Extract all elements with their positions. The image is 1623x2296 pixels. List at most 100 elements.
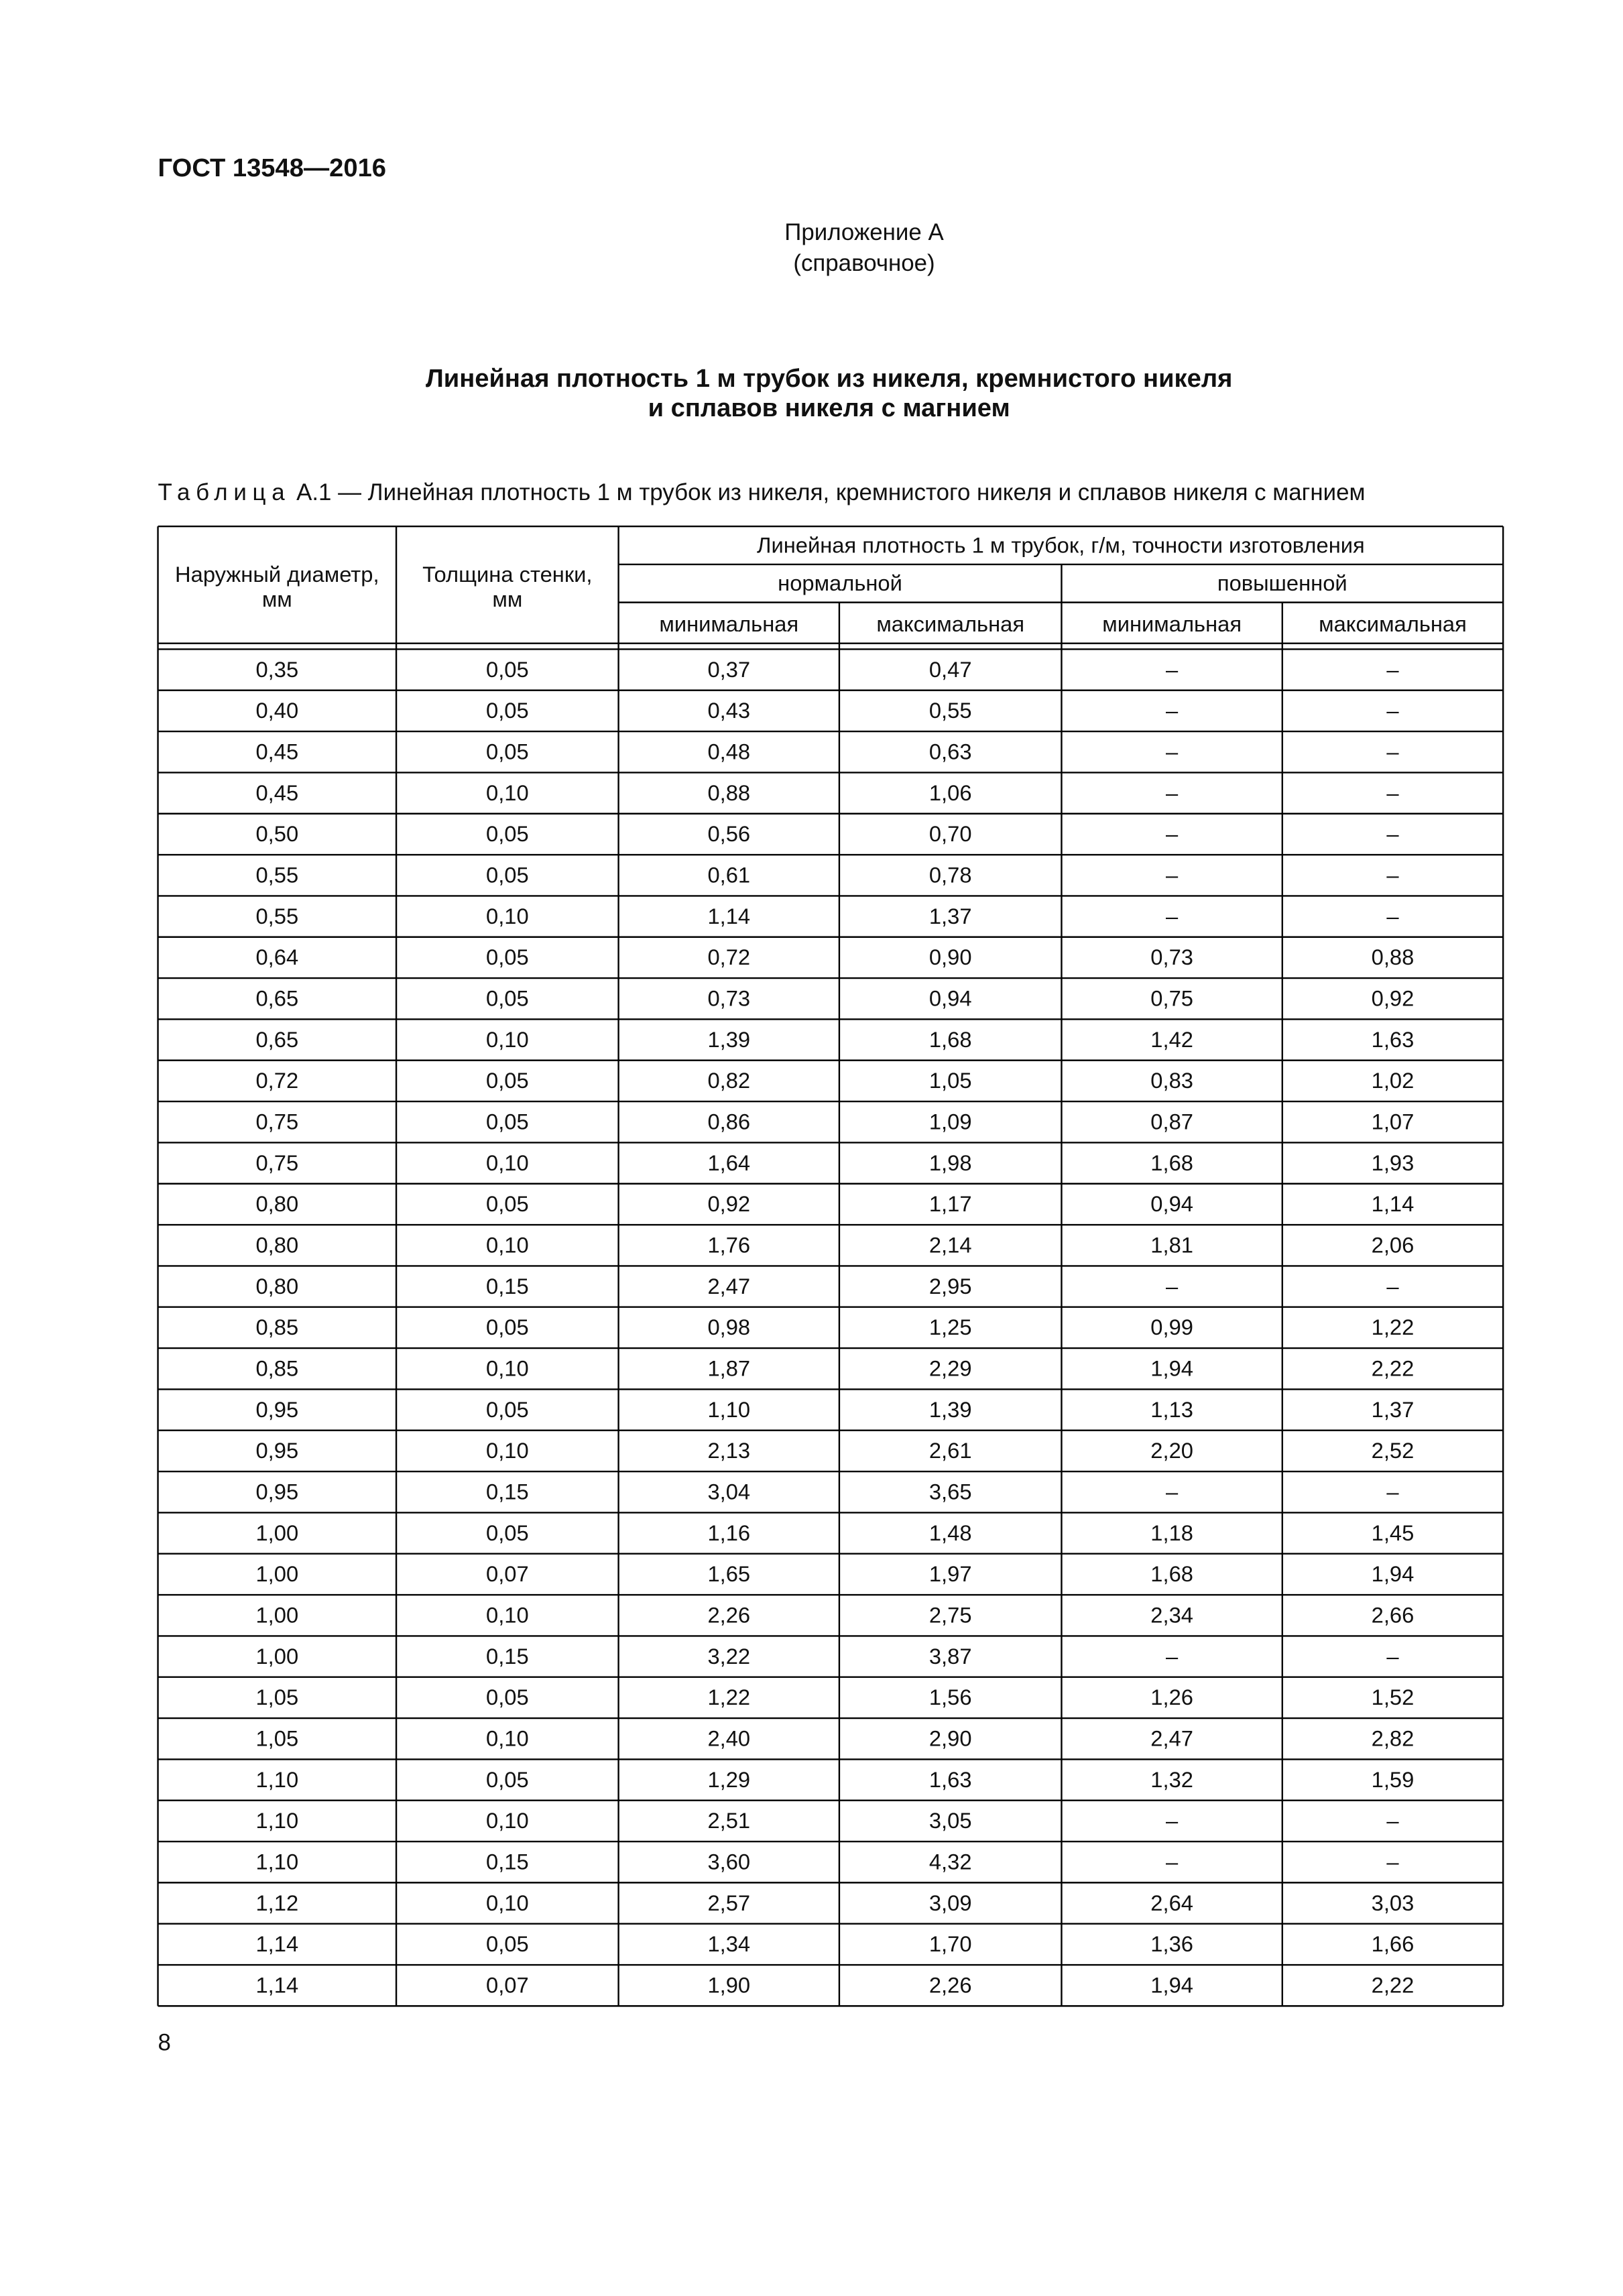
table-cell: 0,10: [486, 1603, 529, 1628]
table-cell: 3,05: [929, 1808, 972, 1833]
table-cell: 1,98: [929, 1150, 972, 1175]
table-cell: 0,70: [929, 821, 972, 846]
table-cell: 1,14: [1372, 1191, 1415, 1216]
table-cell: 2,22: [1372, 1973, 1415, 1998]
table-cell: 1,14: [255, 1973, 298, 1998]
table-cell: 0,05: [486, 1191, 529, 1216]
table-cell: 1,26: [1150, 1685, 1193, 1709]
column-header: максимальная: [876, 611, 1024, 636]
table-cell: 0,47: [929, 657, 972, 682]
table-cell: 1,10: [707, 1397, 750, 1422]
caption-text: А.1 — Линейная плотность 1 м трубок из н…: [296, 479, 1365, 505]
table-cell: 1,18: [1150, 1520, 1193, 1545]
table-cell: 1,94: [1150, 1973, 1193, 1998]
table-cell: 2,06: [1372, 1233, 1415, 1258]
column-header: мм: [492, 587, 522, 611]
table-cell: 0,05: [486, 821, 529, 846]
table-cell: 1,68: [929, 1027, 972, 1052]
table-cell: 0,10: [486, 1027, 529, 1052]
table-cell: –: [1386, 739, 1399, 764]
table-cell: –: [1166, 1850, 1179, 1874]
table-cell: 0,05: [486, 739, 529, 764]
table-cell: 1,05: [929, 1068, 972, 1093]
table-cell: 0,05: [486, 657, 529, 682]
column-header: Толщина стенки,: [422, 562, 592, 587]
table-cell: 3,87: [929, 1644, 972, 1669]
table-cell: 1,00: [255, 1603, 298, 1628]
table-cell: 1,39: [929, 1397, 972, 1422]
table-cell: 0,65: [255, 986, 298, 1011]
table-cell: 0,05: [486, 986, 529, 1011]
table-cell: 1,37: [929, 904, 972, 928]
table-cell: 0,95: [255, 1438, 298, 1463]
table-cell: 0,73: [1150, 945, 1193, 969]
table-cell: 0,98: [707, 1315, 750, 1339]
table-cell: 1,66: [1372, 1931, 1415, 1956]
table-cell: 0,80: [255, 1233, 298, 1258]
table-cell: 1,68: [1150, 1561, 1193, 1586]
table-cell: 0,10: [486, 1726, 529, 1751]
table-cell: –: [1166, 739, 1179, 764]
table-cell: 0,88: [707, 780, 750, 805]
table-cell: 1,76: [707, 1233, 750, 1258]
table-cell: –: [1166, 863, 1179, 888]
table-cell: 1,52: [1372, 1685, 1415, 1709]
table-cell: 1,02: [1372, 1068, 1415, 1093]
table-cell: 0,95: [255, 1397, 298, 1422]
table-cell: –: [1386, 1808, 1399, 1833]
table-cell: –: [1166, 1274, 1179, 1298]
table-cell: –: [1166, 904, 1179, 928]
table-cell: 2,22: [1372, 1356, 1415, 1381]
table-cell: 0,88: [1372, 945, 1415, 969]
table-cell: 2,90: [929, 1726, 972, 1751]
table-cell: 0,72: [707, 945, 750, 969]
table-cell: 0,05: [486, 1068, 529, 1093]
table-cell: 1,16: [707, 1520, 750, 1545]
page-number: 8: [158, 2029, 171, 2055]
table-cell: 2,57: [707, 1890, 750, 1915]
table-cell: 1,64: [707, 1150, 750, 1175]
table-cell: 0,10: [486, 1890, 529, 1915]
table-cell: 0,75: [255, 1109, 298, 1134]
column-header: минимальная: [1102, 611, 1242, 636]
table-cell: 0,82: [707, 1068, 750, 1093]
table-cell: 1,10: [255, 1850, 298, 1874]
table-cell: 3,65: [929, 1479, 972, 1504]
table-cell: 0,83: [1150, 1068, 1193, 1093]
table-cell: 1,07: [1372, 1109, 1415, 1134]
table-cell: –: [1386, 1850, 1399, 1874]
table-cell: 0,15: [486, 1479, 529, 1504]
table-cell: 0,94: [1150, 1191, 1193, 1216]
table-cell: 1,81: [1150, 1233, 1193, 1258]
table-cell: 2,51: [707, 1808, 750, 1833]
table-cell: 2,95: [929, 1274, 972, 1298]
table-cell: –: [1166, 780, 1179, 805]
table-cell: –: [1386, 904, 1399, 928]
table-cell: 0,10: [486, 1233, 529, 1258]
table-cell: 1,00: [255, 1644, 298, 1669]
table-cell: –: [1386, 1644, 1399, 1669]
table-cell: –: [1166, 1479, 1179, 1504]
table-cell: 1,32: [1150, 1767, 1193, 1792]
table-cell: 0,75: [255, 1150, 298, 1175]
table-cell: 1,56: [929, 1685, 972, 1709]
caption-label: Таблица: [158, 479, 291, 505]
table-cell: 0,10: [486, 1150, 529, 1175]
table-cell: 0,78: [929, 863, 972, 888]
table-cell: 1,63: [929, 1767, 972, 1792]
table-cell: 0,10: [486, 1438, 529, 1463]
table-cell: 1,68: [1150, 1150, 1193, 1175]
table-cell: 2,52: [1372, 1438, 1415, 1463]
table-cell: 0,45: [255, 739, 298, 764]
table-cell: –: [1166, 1808, 1179, 1833]
doc-code: ГОСТ 13548—2016: [158, 154, 386, 182]
table-cell: 1,39: [707, 1027, 750, 1052]
table-cell: 0,55: [255, 904, 298, 928]
appendix-title: Приложение А: [784, 219, 944, 245]
table-cell: 2,14: [929, 1233, 972, 1258]
table-cell: –: [1166, 657, 1179, 682]
table-cell: 1,00: [255, 1561, 298, 1586]
table-caption: Таблица А.1 — Линейная плотность 1 м труб…: [158, 479, 1366, 505]
table-cell: 0,10: [486, 1808, 529, 1833]
